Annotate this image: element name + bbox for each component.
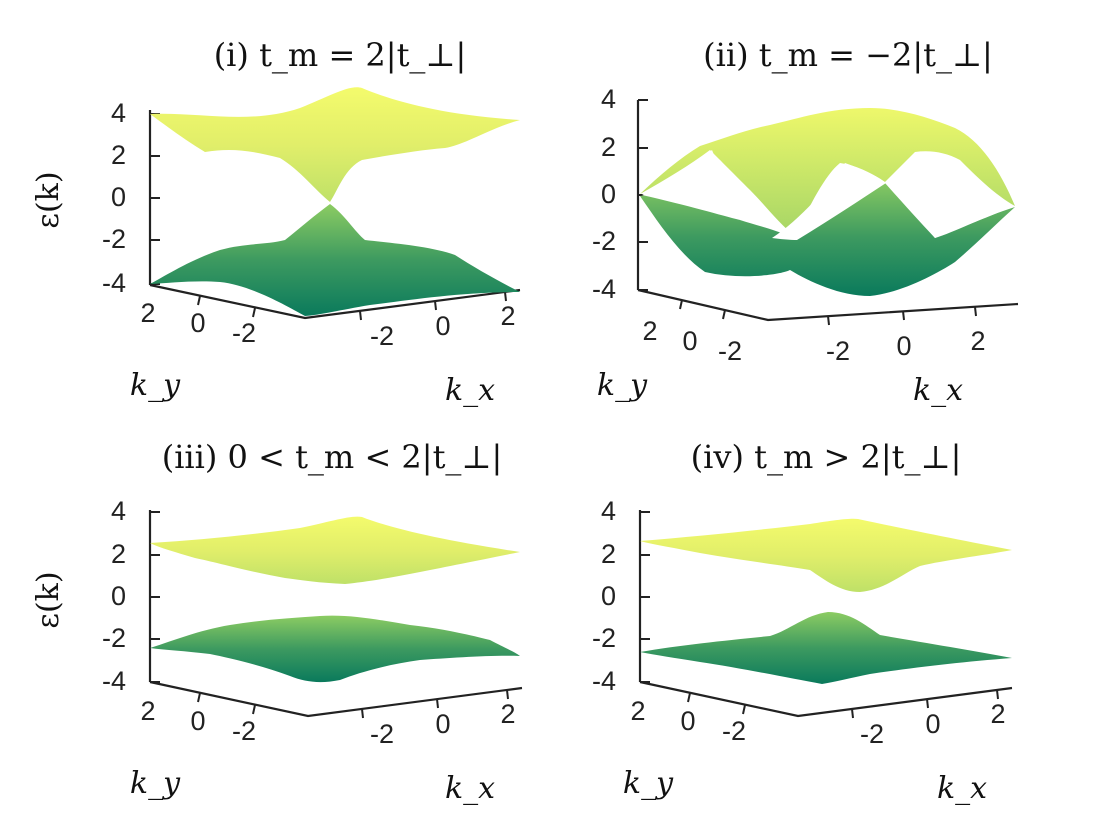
panel-i-xlabel: k_x xyxy=(445,373,495,408)
panel-i-ztick-4: -4 xyxy=(102,268,126,298)
panel-iv-ytick-2: -2 xyxy=(722,716,746,746)
panel-iii-zticks: 4 2 0 -2 -4 xyxy=(102,496,160,696)
panel-iv-ztick-4: -4 xyxy=(592,666,616,696)
panel-iv: (iv) t_m > 2|t_⊥| 4 2 0 -2 -4 2 0 -2 -2 … xyxy=(592,438,1013,806)
panel-i-ztick-1: 2 xyxy=(111,140,126,170)
panel-i-xtick-2: 2 xyxy=(500,301,515,331)
panel-i-ytick-2: -2 xyxy=(232,318,256,348)
panel-i-ztick-2: 0 xyxy=(111,182,126,212)
panel-iv-title: (iv) t_m > 2|t_⊥| xyxy=(691,438,962,476)
panel-iv-ytick-1: 0 xyxy=(680,706,695,736)
panel-iv-upper-band xyxy=(640,518,1012,592)
panel-ii-ytick-2: -2 xyxy=(718,336,742,366)
panel-iv-ylabel: k_y xyxy=(623,766,674,801)
panel-ii-ytick-0: 2 xyxy=(642,316,657,346)
panel-i-xtick-1: 0 xyxy=(435,311,450,341)
panel-iv-zticks: 4 2 0 -2 -4 xyxy=(592,496,650,696)
panel-iv-xtick-1: 0 xyxy=(925,709,940,739)
panel-iii-xlabel: k_x xyxy=(445,771,495,806)
panel-iii-ytick-0: 2 xyxy=(140,696,155,726)
panel-iii-ytick-2: -2 xyxy=(232,716,256,746)
panel-iv-ztick-1: 2 xyxy=(601,539,616,569)
panel-ii-xlabel: k_x xyxy=(913,373,963,408)
panel-iv-ytick-0: 2 xyxy=(630,696,645,726)
panel-i-title: (i) t_m = 2|t_⊥| xyxy=(214,36,467,74)
panel-iii-ylabel: k_y xyxy=(130,766,181,801)
panel-i-upper-band xyxy=(150,87,520,202)
panel-ii-ylabel: k_y xyxy=(597,368,648,403)
panel-iii-ztick-0: 4 xyxy=(111,496,126,526)
panel-iii-zlabel: ε(k) xyxy=(31,571,66,628)
panel-ii-ytick-1: 0 xyxy=(682,326,697,356)
panel-ii-ztick-0: 4 xyxy=(601,84,616,114)
panel-iii-ztick-4: -4 xyxy=(102,666,126,696)
panel-iii-xtick-0: -2 xyxy=(370,719,394,749)
panel-iii-ztick-1: 2 xyxy=(111,539,126,569)
panel-iv-xtick-0: -2 xyxy=(860,719,884,749)
panel-iv-xlabel: k_x xyxy=(937,771,987,806)
panel-i-zlabel: ε(k) xyxy=(31,171,66,228)
panel-ii: (ii) t_m = −2|t_⊥| 4 2 0 -2 -4 2 0 -2 -2… xyxy=(592,36,1019,408)
panel-iv-xtick-2: 2 xyxy=(990,699,1005,729)
panel-iii: (iii) 0 < t_m < 2|t_⊥| 4 2 0 -2 -4 ε(k) … xyxy=(31,438,523,806)
panel-iii-ztick-3: -2 xyxy=(102,623,126,653)
panel-ii-ztick-2: 0 xyxy=(601,179,616,209)
panel-ii-ztick-4: -4 xyxy=(592,274,616,304)
panel-i: (i) t_m = 2|t_⊥| 4 2 0 -2 -4 ε(k) 2 0 -2… xyxy=(31,36,521,408)
panel-i-ytick-0: 2 xyxy=(140,298,155,328)
panel-ii-zticks: 4 2 0 -2 -4 xyxy=(592,84,648,304)
panel-iii-upper-band xyxy=(150,516,520,584)
panel-iii-ztick-2: 0 xyxy=(111,581,126,611)
panel-ii-upper-band xyxy=(640,108,1015,236)
panel-iv-ztick-2: 0 xyxy=(601,581,616,611)
panel-ii-xtick-0: -2 xyxy=(826,336,850,366)
panel-iii-xtick-2: 2 xyxy=(500,699,515,729)
panel-iv-ztick-3: -2 xyxy=(592,623,616,653)
panel-iii-xtick-1: 0 xyxy=(435,709,450,739)
panel-iv-ztick-0: 4 xyxy=(601,496,616,526)
panel-iv-lower-band xyxy=(640,612,1012,684)
panel-ii-xtick-1: 0 xyxy=(896,331,911,361)
panel-ii-lower-band xyxy=(640,178,1015,296)
panel-iii-lower-band xyxy=(150,615,520,683)
panel-i-zticks: 4 2 0 -2 -4 xyxy=(102,98,160,298)
panel-i-lower-band xyxy=(150,204,520,316)
panel-i-ztick-3: -2 xyxy=(102,224,126,254)
panel-i-ylabel: k_y xyxy=(130,368,181,403)
panel-ii-ztick-3: -2 xyxy=(592,226,616,256)
panel-ii-ztick-1: 2 xyxy=(601,132,616,162)
panel-ii-xtick-2: 2 xyxy=(970,326,985,356)
panel-iii-ytick-1: 0 xyxy=(190,706,205,736)
panel-i-ztick-0: 4 xyxy=(111,98,126,128)
panel-ii-title: (ii) t_m = −2|t_⊥| xyxy=(703,36,993,74)
panel-iii-title: (iii) 0 < t_m < 2|t_⊥| xyxy=(162,438,503,476)
panel-i-xtick-0: -2 xyxy=(370,321,394,351)
panel-i-ytick-1: 0 xyxy=(190,308,205,338)
